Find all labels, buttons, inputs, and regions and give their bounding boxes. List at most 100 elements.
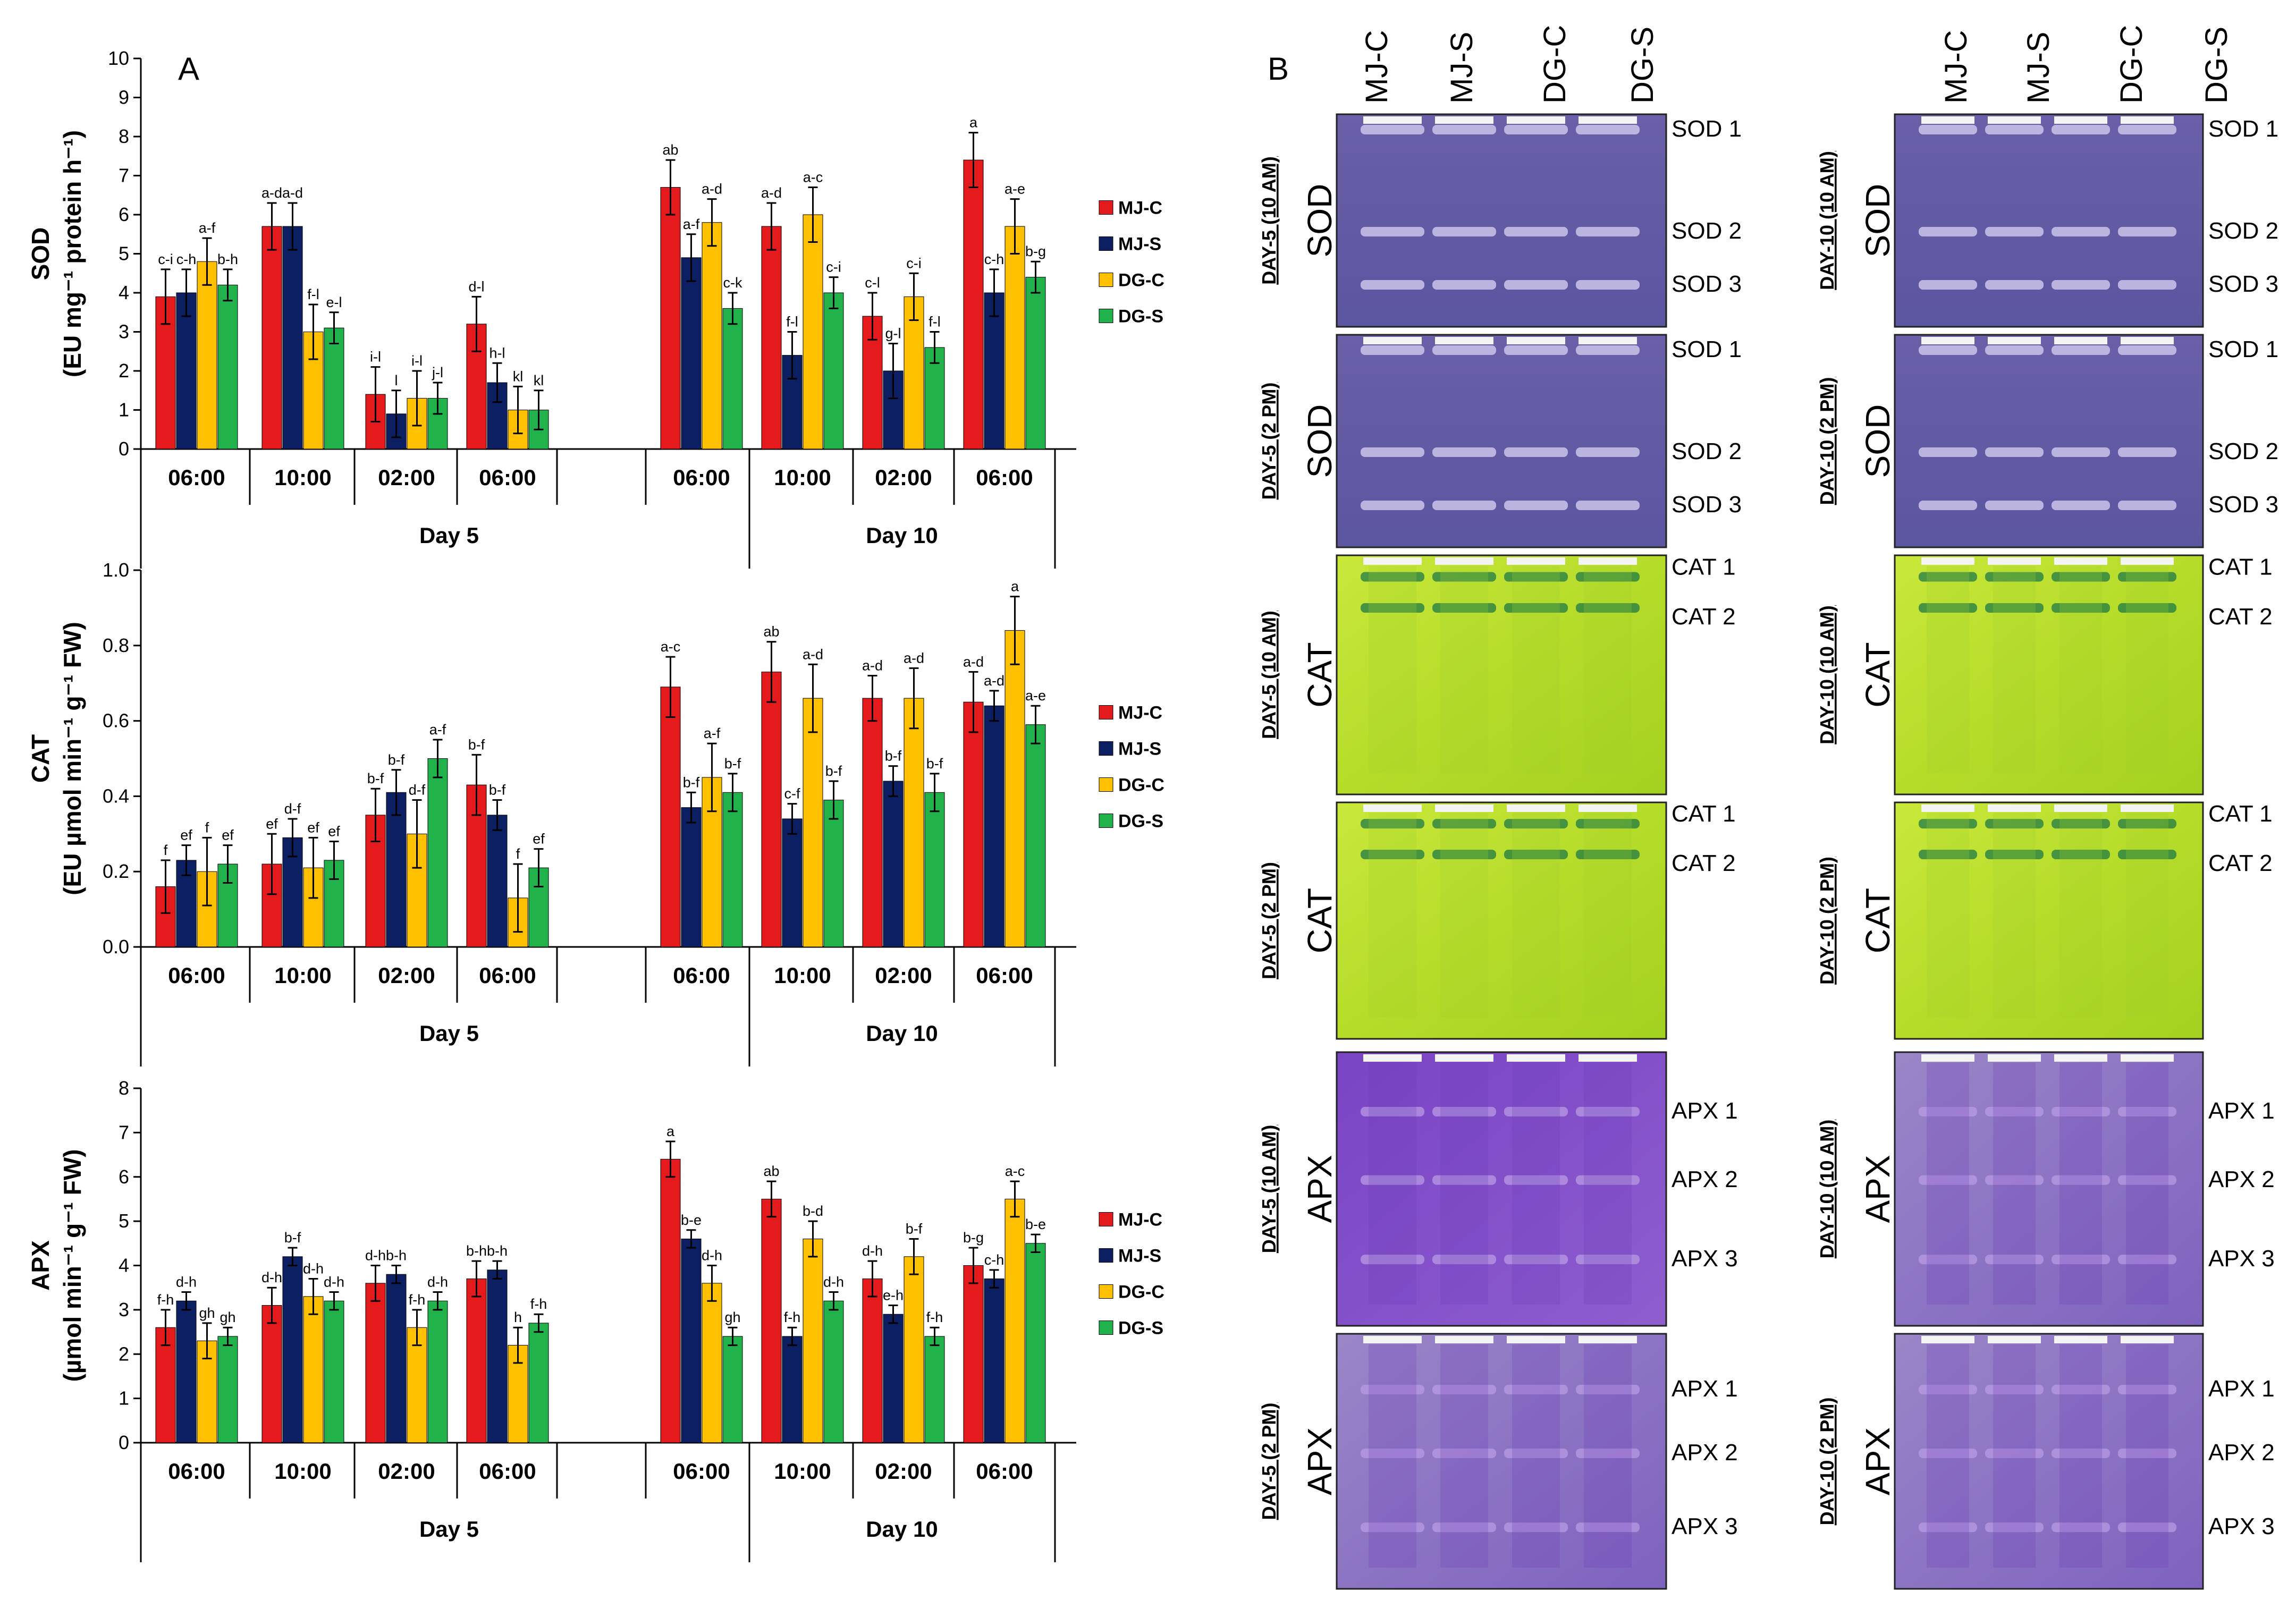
significance-letter: b-f <box>468 736 485 752</box>
significance-letter: f-l <box>307 286 319 302</box>
significance-letter: gh <box>724 1309 740 1325</box>
bar-mj-c <box>261 226 282 450</box>
significance-letter: c-i <box>826 259 841 275</box>
gel-band <box>1919 1385 1977 1394</box>
gel-band <box>1432 1107 1496 1116</box>
significance-letter: f-h <box>926 1309 943 1325</box>
significance-letter: gh <box>220 1309 235 1325</box>
bar-dg-c <box>197 261 217 450</box>
gel-lane-smear <box>2126 1344 2168 1568</box>
gel-band <box>1985 345 2044 355</box>
significance-letter: d-h <box>862 1243 883 1259</box>
significance-letter: f-h <box>157 1292 174 1308</box>
y-tick-label: 0.0 <box>103 936 129 958</box>
gel-band <box>1919 280 1977 290</box>
category-label: 10:00 <box>774 963 831 988</box>
category-label: 06:00 <box>168 465 225 490</box>
gel-image <box>1336 1333 1667 1590</box>
gel-band <box>1576 1255 1640 1265</box>
lane-label: MJ-C <box>1939 30 1973 104</box>
significance-letter: ef <box>328 823 340 839</box>
gel-band <box>2052 819 2110 829</box>
legend-label: MJ-S <box>1118 234 1161 255</box>
significance-letter: d-h <box>324 1274 344 1290</box>
bar-mj-s <box>487 1269 508 1443</box>
bar-mj-s <box>487 815 508 947</box>
gel-well <box>1435 1336 1493 1343</box>
significance-letter: ef <box>307 819 319 835</box>
significance-letter: b-g <box>963 1230 984 1246</box>
gel-well <box>1988 337 2041 344</box>
significance-letter: a-c <box>1005 1163 1025 1179</box>
gel-day-label: DAY-10 (2 PM) <box>1816 377 1838 505</box>
gel-image <box>1336 801 1667 1040</box>
gel-well <box>1921 337 1974 344</box>
gel-band <box>2118 1107 2176 1116</box>
gel-band <box>1985 501 2044 510</box>
significance-letter: b-f <box>825 763 842 779</box>
gel-band <box>1432 1449 1496 1458</box>
gel-lane-smear <box>1369 813 1416 1018</box>
significance-letter: c-f <box>784 786 800 802</box>
significance-letter: b-f <box>906 1221 923 1237</box>
gel-band <box>2052 345 2110 355</box>
significance-letter: d-h <box>176 1274 197 1290</box>
bar-dg-s <box>427 1300 448 1443</box>
significance-letter: a-d <box>904 650 924 666</box>
gel-well <box>1578 805 1637 812</box>
significance-letter: e-h <box>883 1288 904 1303</box>
gel-band-label: SOD 3 <box>2208 492 2278 518</box>
bar-dg-s <box>217 284 238 450</box>
bar-mj-c <box>963 159 984 450</box>
y-axis-title-line2: (EU mg⁻¹ protein h⁻¹) <box>58 130 86 377</box>
gel-band <box>1919 227 1977 236</box>
gel-image <box>1336 1051 1667 1327</box>
lane-label: DG-C <box>1538 25 1572 104</box>
gel-image <box>1894 113 2204 328</box>
gel-band <box>1504 447 1568 457</box>
gel-image <box>1894 334 2204 548</box>
significance-letter: f <box>164 842 168 858</box>
gel-well <box>1988 557 2041 565</box>
category-label: 10:00 <box>774 1459 831 1484</box>
chart-cat: 0.0 0.2 0.4 0.6 0.8 1.0 06:00 10:00 02:00 06:00 06… <box>27 559 1164 1066</box>
significance-letter: b-f <box>926 756 943 772</box>
gel-band <box>1432 227 1496 236</box>
bar-dg-c <box>1004 226 1025 450</box>
gel-band <box>1361 227 1424 236</box>
gel-well <box>1507 1054 1565 1062</box>
gel-band-label: CAT 1 <box>1672 554 1736 580</box>
gel-band <box>1504 227 1568 236</box>
gel-band-label: SOD 2 <box>2208 438 2278 464</box>
gel-well <box>1507 557 1565 565</box>
gel-band <box>1576 227 1640 236</box>
gel-day-label: DAY-5 (10 AM) <box>1258 156 1280 284</box>
gel-band <box>1576 1107 1640 1116</box>
bar-mj-s <box>984 1279 1004 1443</box>
gel-enzyme-label: SOD <box>1301 404 1339 478</box>
gel-band <box>1361 280 1424 290</box>
bar-mj-c <box>660 187 681 450</box>
gel-band <box>1504 345 1568 355</box>
bar-dg-s <box>924 1336 945 1443</box>
significance-letter: c-k <box>723 275 742 291</box>
significance-letter: c-i <box>906 255 922 271</box>
legend-label: MJ-S <box>1118 1246 1161 1266</box>
bar-mj-s <box>883 1314 904 1443</box>
gel-well <box>1363 116 1422 124</box>
gel-band <box>1576 1385 1640 1394</box>
bar-mj-s <box>782 818 803 947</box>
bar-dg-s <box>722 792 743 947</box>
gel-band <box>2118 447 2176 457</box>
legend-label: DG-S <box>1118 1318 1163 1339</box>
gel-band <box>1985 819 2044 829</box>
gel-lane-smear <box>2126 1063 2168 1305</box>
gel-enzyme-label: CAT <box>1859 888 1897 953</box>
gel-image <box>1894 554 2204 795</box>
legend-swatch <box>1099 814 1113 828</box>
gel-band <box>1576 572 1640 582</box>
bar-mj-c <box>963 701 984 947</box>
gel-band <box>1985 1175 2044 1185</box>
gel-lane-smear <box>1584 813 1632 1018</box>
